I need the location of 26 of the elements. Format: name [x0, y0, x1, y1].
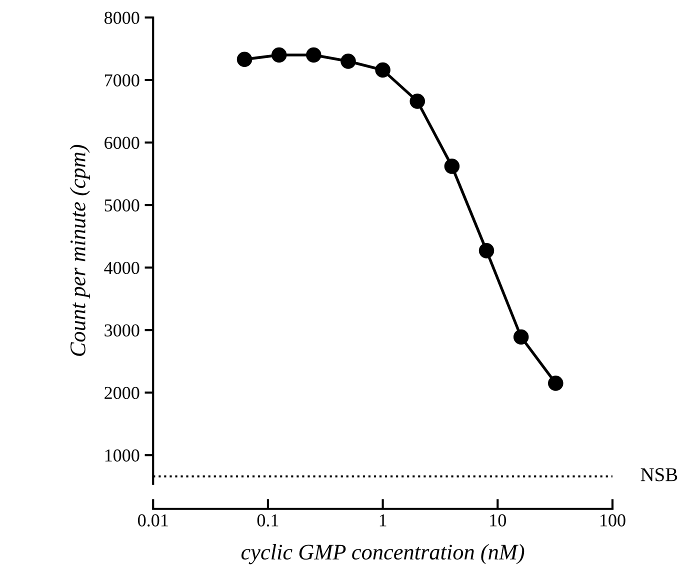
point [478, 243, 494, 258]
point [410, 94, 426, 109]
point [444, 158, 460, 174]
point [375, 62, 390, 78]
y-tick-label: 1000 [105, 449, 140, 462]
x-tick-label: 10 [490, 514, 506, 526]
ref-line-label: NSB [640, 468, 678, 482]
point [340, 54, 356, 69]
point [513, 329, 529, 345]
y-axis-title: Count per minute (cpm) [70, 144, 90, 356]
y-tick-label: 5000 [104, 199, 140, 212]
y-tick-label: 8000 [104, 12, 140, 24]
x-tick-label: 1 [380, 514, 386, 526]
x-axis-title: cyclic GMP concentration (nM) [241, 544, 524, 564]
x-tick-label: 0.1 [257, 514, 278, 527]
point [271, 47, 287, 63]
y-tick-label: 2000 [104, 386, 140, 400]
point [548, 376, 564, 391]
point [306, 47, 322, 63]
y-tick-label: 6000 [104, 136, 140, 149]
y-tick-label: 4000 [104, 262, 140, 274]
x-tick-label: 100 [600, 514, 626, 526]
x-tick-label: 0.01 [138, 514, 168, 527]
point [236, 52, 252, 68]
y-tick-label: 3000 [104, 324, 140, 337]
y-tick-label: 7000 [105, 74, 140, 86]
